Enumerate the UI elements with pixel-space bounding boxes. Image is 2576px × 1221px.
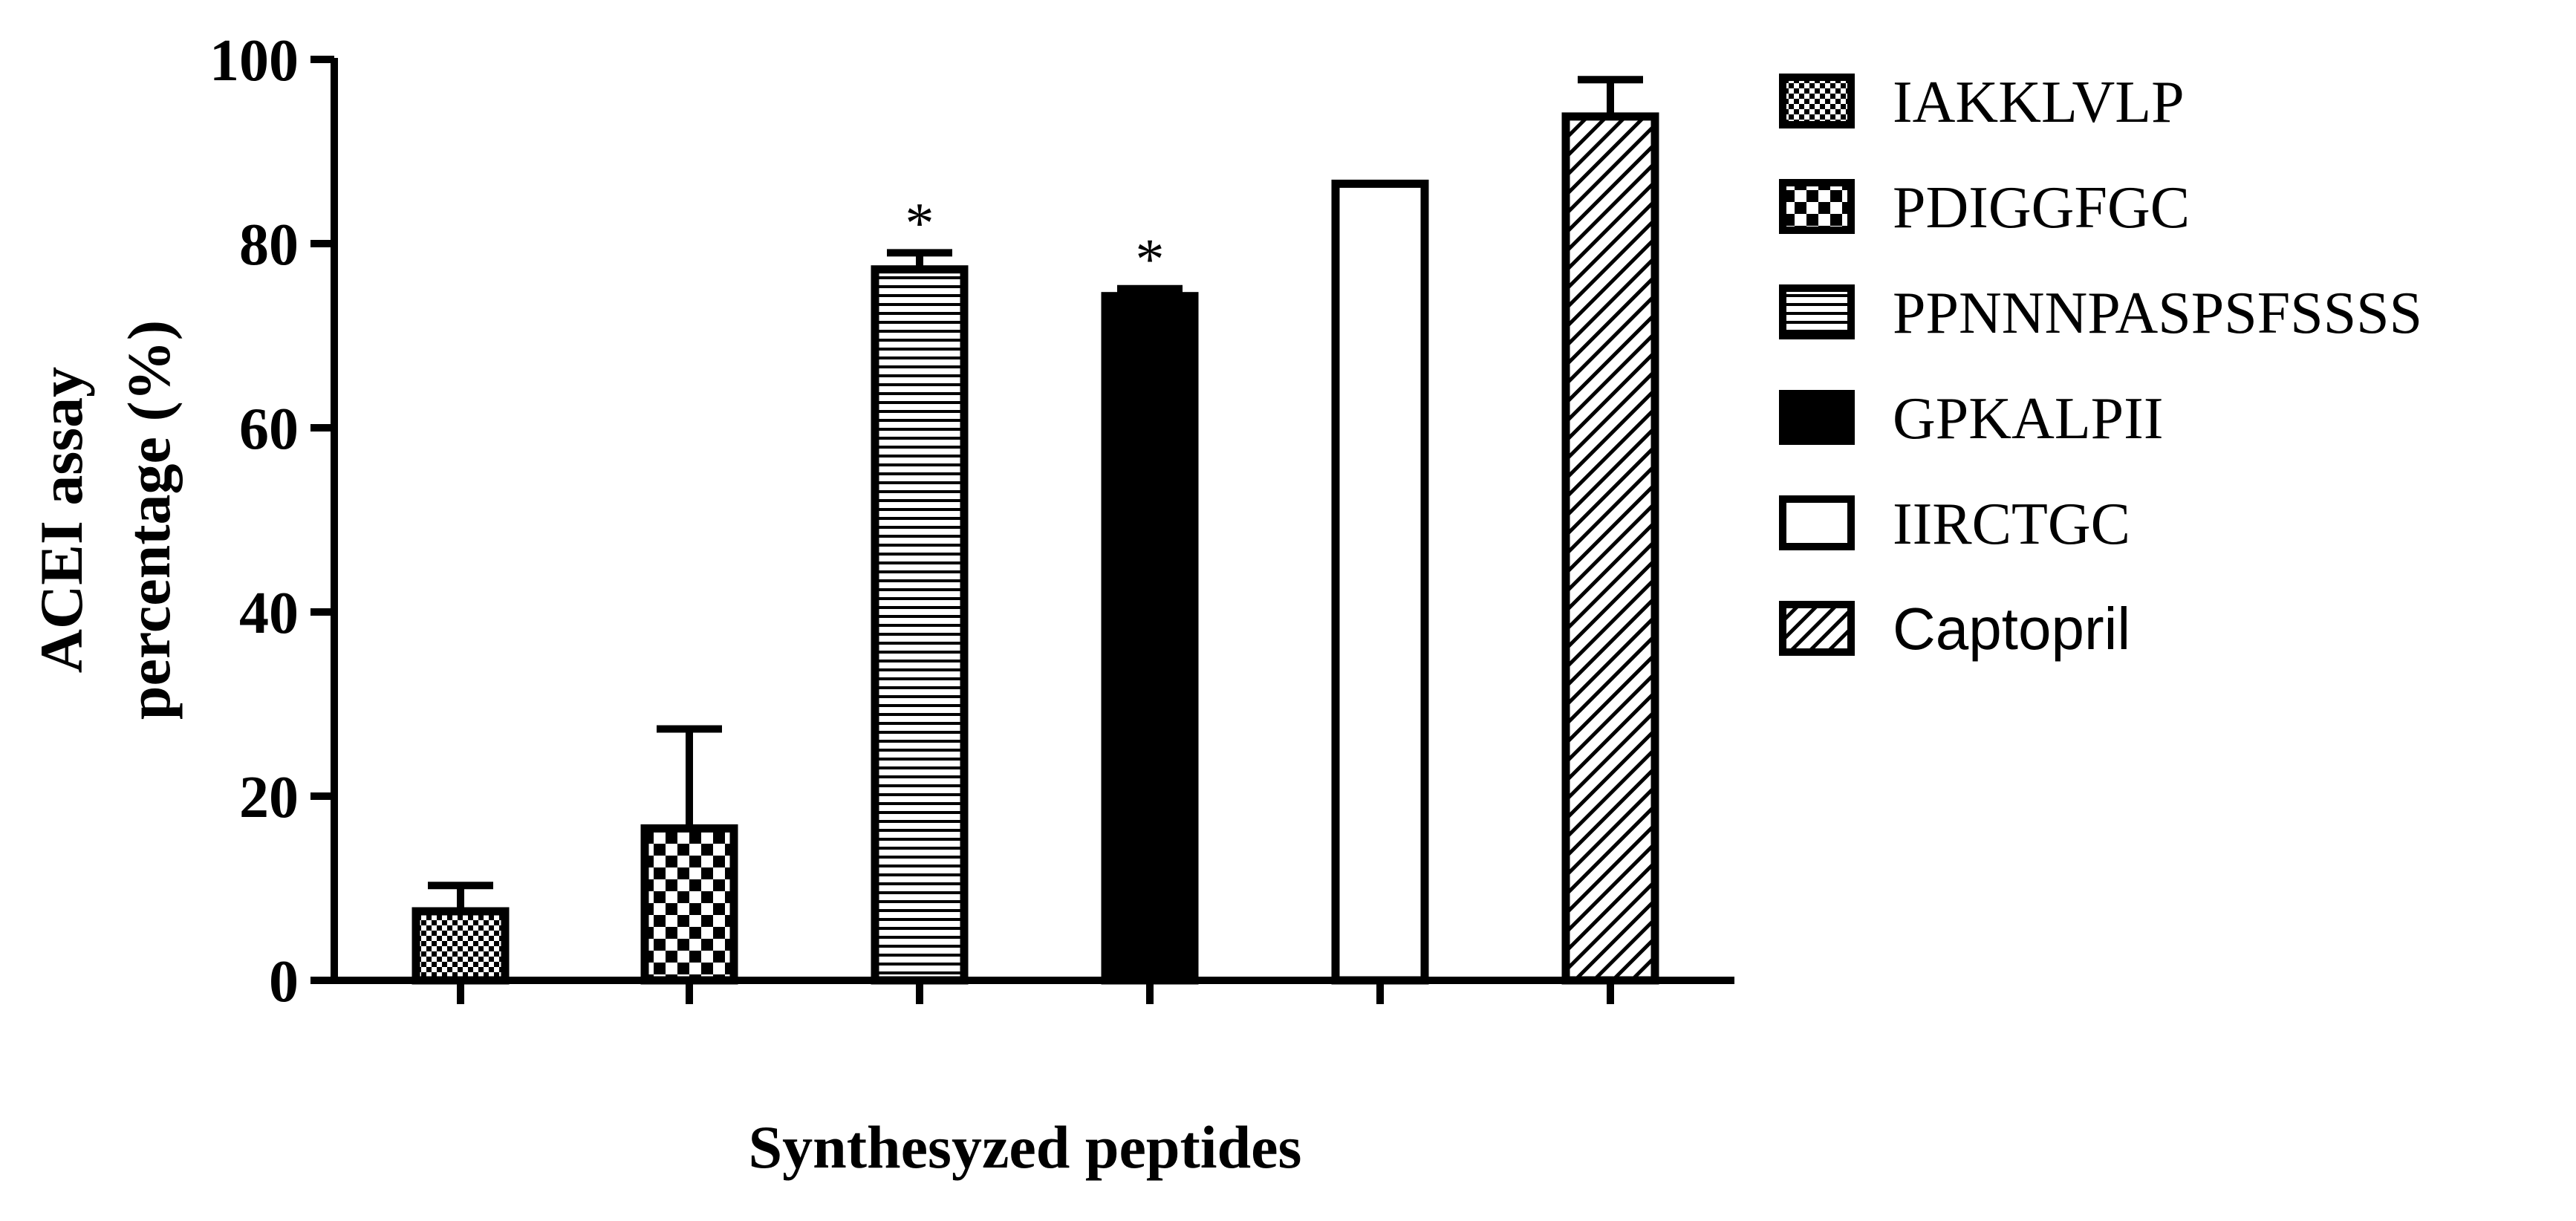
legend-label: GPKALPII [1893, 386, 2163, 452]
bar [1561, 112, 1659, 985]
y-tick-label: 100 [209, 28, 299, 94]
significance-marker: * [905, 190, 934, 255]
bar-group-ppnnnpaspsfssss: * [871, 190, 969, 985]
legend-label: IAKKLVLP [1893, 70, 2185, 135]
legend: IAKKLVLP PDIGGFGC PPNNNPASPSFSSSS GPKALPII I… [1779, 70, 2422, 662]
y-tick-label: 40 [239, 581, 299, 646]
bar [1331, 179, 1429, 985]
legend-swatch [1779, 390, 1855, 445]
legend-swatch [1779, 284, 1855, 339]
legend-item-ppnnnpaspsfssss: PPNNNPASPSFSSSS [1779, 281, 2422, 346]
y-tick-label: 80 [239, 212, 299, 278]
x-axis-title: Synthesyzed peptides [749, 1113, 1302, 1181]
y-tick-label: 20 [239, 765, 299, 830]
legend-item-captopril: Captopril [1779, 596, 2130, 662]
bar-group-iirctgc [1331, 179, 1429, 985]
legend-swatch [1779, 601, 1855, 656]
y-tick-label: 60 [239, 397, 299, 462]
bar-group-pdiggfgc [640, 725, 738, 985]
legend-swatch [1779, 74, 1855, 128]
legend-item-gpkalpii: GPKALPII [1779, 386, 2163, 452]
legend-item-iirctgc: IIRCTGC [1779, 492, 2130, 557]
legend-label: IIRCTGC [1893, 492, 2130, 557]
y-axis-title-line-2: percentage (%) [115, 320, 183, 720]
bar-group-gpkalpii: * [1101, 227, 1199, 985]
plot-area: * * 0 20 40 60 80 100 [209, 28, 1734, 1015]
legend-label: PDIGGFGC [1893, 175, 2190, 241]
y-tick-label: 0 [269, 949, 299, 1015]
legend-swatch [1779, 179, 1855, 234]
legend-item-pdiggfgc: PDIGGFGC [1779, 175, 2190, 241]
legend-swatch [1779, 495, 1855, 550]
legend-item-iakklvlp: IAKKLVLP [1779, 70, 2185, 135]
bar-group-captopril [1561, 76, 1659, 985]
legend-label: PPNNNPASPSFSSSS [1893, 281, 2422, 346]
bar [1101, 292, 1199, 985]
bar [871, 265, 969, 985]
bar-group-iakklvlp [412, 882, 510, 985]
bar [412, 907, 510, 985]
legend-label: Captopril [1893, 596, 2130, 662]
bar [640, 824, 738, 985]
significance-marker: * [1136, 227, 1165, 291]
y-axis-title-line-1: ACEI assay [27, 367, 95, 673]
